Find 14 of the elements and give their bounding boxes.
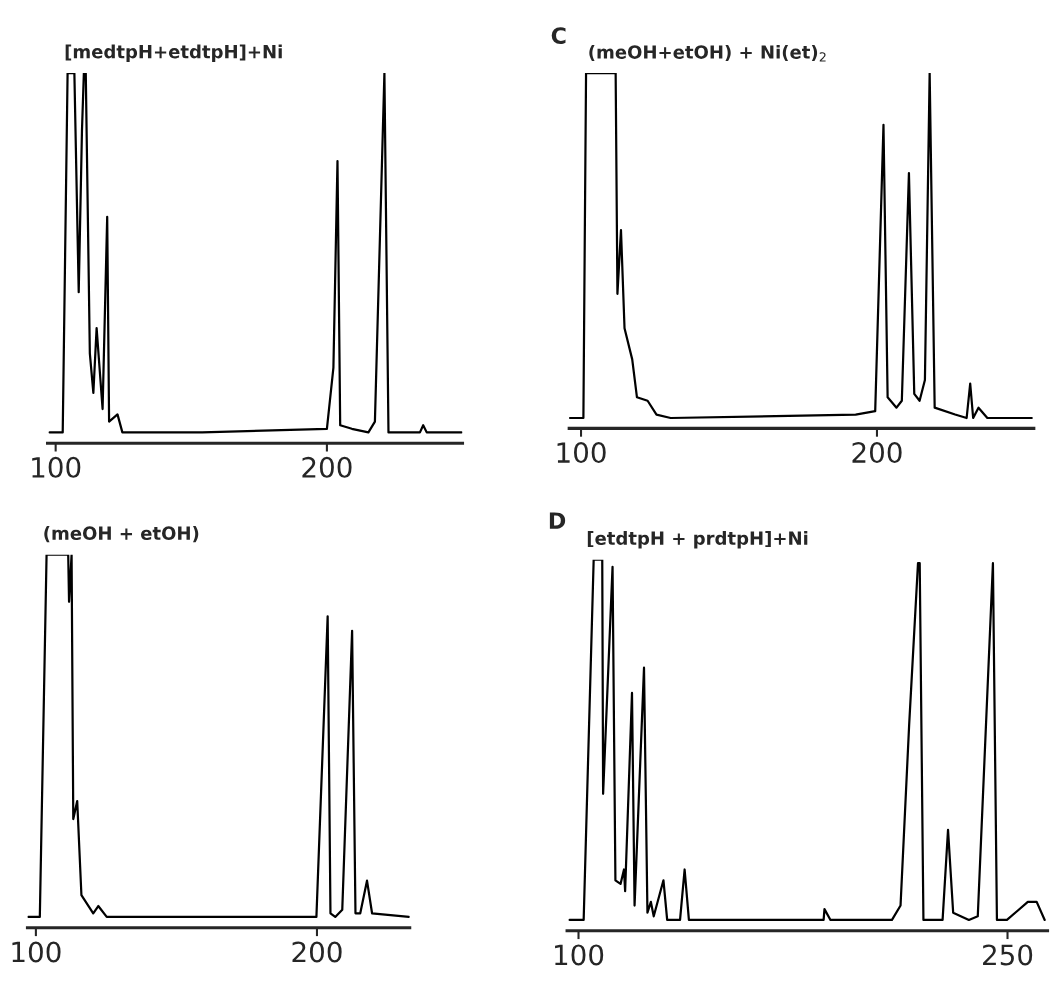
x-tick-label: 200	[852, 442, 902, 464]
x-tick-label: 100	[12, 941, 61, 963]
x-tick-label: 100	[555, 944, 604, 966]
x-tick-label: 200	[302, 456, 352, 478]
x-tick-label: 100	[557, 442, 606, 464]
chart-title: (meOH+etOH) + Ni(et)$_{2}$	[589, 44, 826, 62]
x-tick-label: 200	[292, 941, 342, 963]
x-tick-label: 250	[983, 944, 1033, 966]
text: D	[549, 512, 566, 529]
chart-title: [medtpH+etdtpH]+Ni	[65, 44, 282, 62]
chart-title: [etdtpH + prdtpH]+Ni	[587, 531, 808, 549]
x-tick-label: 100	[32, 456, 81, 478]
chart-title: (meOH + etOH)	[44, 526, 199, 543]
text: C	[551, 27, 566, 44]
